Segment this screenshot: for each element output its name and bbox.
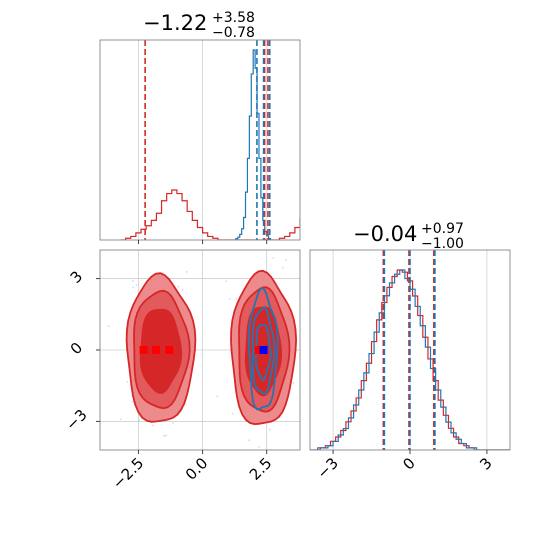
scatter-point xyxy=(185,271,188,273)
histogram-series-2 xyxy=(312,269,510,450)
scatter-point xyxy=(132,286,135,289)
blue-peak-marker xyxy=(259,346,268,354)
scatter-point xyxy=(272,256,275,259)
panel-frame xyxy=(99,39,301,241)
scatter-point xyxy=(132,280,135,282)
red-peak-marker xyxy=(254,346,263,354)
scatter-point xyxy=(235,297,237,300)
scatter-point xyxy=(172,422,174,424)
blue-contour-level-1 xyxy=(247,287,279,411)
scatter-point xyxy=(135,284,138,286)
scatter-point xyxy=(225,280,227,283)
histogram-panel-top-left xyxy=(99,39,301,244)
red-peak-marker xyxy=(165,346,174,354)
scatter-point xyxy=(119,418,122,421)
scatter-point xyxy=(216,395,219,398)
red-peak-marker xyxy=(139,346,148,354)
scatter-point xyxy=(138,419,141,421)
scatter-point xyxy=(163,435,166,437)
scatter-point xyxy=(164,434,167,437)
plot-area xyxy=(120,40,300,240)
title-superscript: +3.58 xyxy=(212,10,255,26)
scatter-point xyxy=(268,428,271,431)
scatter-point xyxy=(152,424,154,427)
scatter-point xyxy=(231,412,234,415)
scatter-point xyxy=(181,289,184,291)
title-subscript: −0.78 xyxy=(212,25,255,41)
scatter-point xyxy=(131,400,134,403)
scatter-point xyxy=(258,446,261,448)
panel-title-bottom-right: −0.04 +0.97 −1.00 xyxy=(353,221,464,252)
scatter-point xyxy=(292,381,295,384)
blue-contour-level-2 xyxy=(251,306,276,395)
scatter-point xyxy=(229,298,231,300)
title-value: −0.04 xyxy=(353,222,417,246)
histogram-series-1 xyxy=(310,269,510,450)
histogram-series-1 xyxy=(120,189,300,240)
title-value: −1.22 xyxy=(143,11,207,35)
red-peak-marker xyxy=(151,346,160,354)
panel-title-top-left: −1.22 +3.58 −0.78 xyxy=(143,10,255,41)
plot-area xyxy=(310,250,510,450)
scatter-point xyxy=(281,266,284,269)
scatter-point xyxy=(248,439,250,442)
plot-area xyxy=(107,256,298,448)
title-superscript: +0.97 xyxy=(421,221,464,237)
scatter-point xyxy=(107,325,110,328)
scatter-point xyxy=(126,381,129,383)
scatter-point xyxy=(285,259,287,261)
scatter-point xyxy=(177,285,180,288)
title-subscript: −1.00 xyxy=(421,236,464,252)
